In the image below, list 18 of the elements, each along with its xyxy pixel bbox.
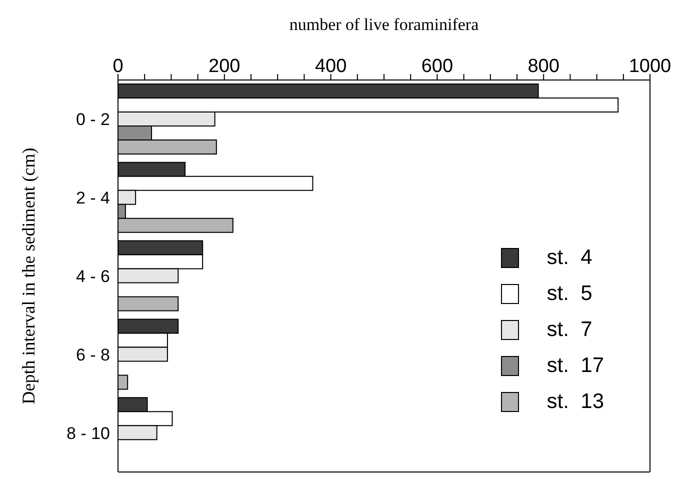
x-tick-label: 400 [314,56,347,77]
x-tick-label: 1000 [628,56,672,77]
legend-label: st. 7 [546,317,592,343]
y-axis-title: Depth interval in the sediment (cm) [18,148,38,404]
legend-label: st. 4 [546,245,592,271]
y-tick-label: 2 - 4 [76,188,110,208]
legend-label: st. 17 [546,353,604,379]
y-tick-label: 0 - 2 [76,110,110,130]
y-tick-label: 6 - 8 [76,345,110,364]
x-tick-label: 600 [421,56,454,77]
y-tick-label: 8 - 10 [66,424,110,443]
x-tick-label: 200 [208,56,240,77]
x-tick-label: 800 [528,56,560,77]
legend-label: st. 5 [546,281,592,307]
y-tick-label: 4 - 6 [76,267,110,286]
x-axis-title: number of live foraminifera [289,15,480,34]
legend-label: st. 13 [546,389,604,415]
x-tick-label: 0 [112,56,124,77]
